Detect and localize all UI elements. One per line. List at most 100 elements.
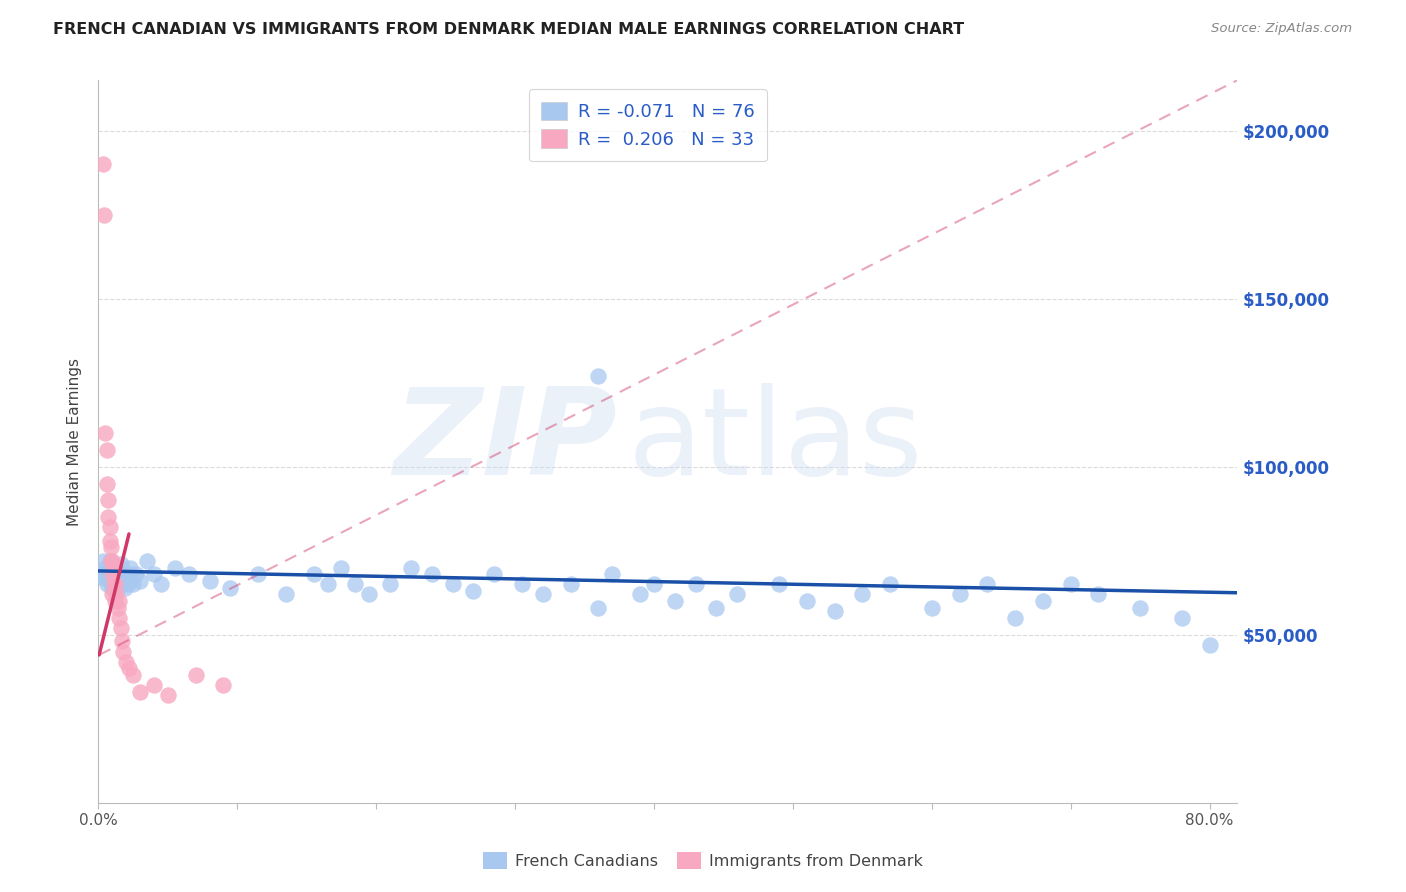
Point — [163, 560, 186, 574]
Point — [118, 661, 141, 675]
Point — [100, 554, 122, 568]
Point — [118, 567, 141, 582]
Point — [101, 554, 124, 568]
Point — [94, 560, 117, 574]
Point — [600, 567, 623, 582]
Point — [879, 577, 901, 591]
Point — [111, 634, 134, 648]
Point — [110, 621, 132, 635]
Point — [91, 157, 114, 171]
Point — [1170, 611, 1192, 625]
Point — [1129, 600, 1152, 615]
Point — [643, 577, 665, 591]
Point — [129, 685, 152, 699]
Point — [101, 581, 124, 595]
Point — [105, 567, 128, 582]
Point — [212, 678, 235, 692]
Point — [184, 668, 207, 682]
Point — [628, 587, 651, 601]
Legend: R = -0.071   N = 76, R =  0.206   N = 33: R = -0.071 N = 76, R = 0.206 N = 33 — [529, 89, 766, 161]
Point — [98, 520, 121, 534]
Point — [112, 644, 135, 658]
Point — [378, 577, 401, 591]
Point — [316, 577, 339, 591]
Point — [103, 560, 125, 574]
Point — [122, 668, 145, 682]
Text: FRENCH CANADIAN VS IMMIGRANTS FROM DENMARK MEDIAN MALE EARNINGS CORRELATION CHAR: FRENCH CANADIAN VS IMMIGRANTS FROM DENMA… — [53, 22, 965, 37]
Point — [344, 577, 367, 591]
Point — [110, 558, 132, 572]
Text: atlas: atlas — [628, 383, 924, 500]
Point — [156, 688, 179, 702]
Point — [143, 678, 166, 692]
Point — [107, 581, 129, 595]
Point — [108, 611, 131, 625]
Legend: French Canadians, Immigrants from Denmark: French Canadians, Immigrants from Denmar… — [477, 846, 929, 875]
Point — [103, 577, 125, 591]
Y-axis label: Median Male Earnings: Median Male Earnings — [67, 358, 83, 525]
Point — [98, 554, 121, 568]
Point — [100, 577, 122, 591]
Point — [1087, 587, 1109, 601]
Point — [94, 426, 117, 441]
Point — [420, 567, 443, 582]
Point — [177, 567, 200, 582]
Point — [91, 554, 114, 568]
Point — [110, 574, 132, 588]
Point — [768, 577, 790, 591]
Point — [302, 567, 325, 582]
Point — [219, 581, 242, 595]
Point — [921, 600, 943, 615]
Point — [107, 600, 129, 615]
Point — [115, 571, 138, 585]
Point — [100, 560, 122, 574]
Point — [725, 587, 748, 601]
Point — [105, 587, 128, 601]
Point — [560, 577, 582, 591]
Point — [198, 574, 221, 588]
Point — [143, 567, 166, 582]
Point — [100, 541, 122, 555]
Text: Source: ZipAtlas.com: Source: ZipAtlas.com — [1212, 22, 1353, 36]
Point — [685, 577, 707, 591]
Point — [101, 567, 124, 582]
Point — [112, 567, 135, 582]
Point — [948, 587, 970, 601]
Point — [125, 567, 148, 582]
Point — [104, 594, 127, 608]
Point — [120, 560, 142, 574]
Point — [93, 208, 115, 222]
Text: ZIP: ZIP — [392, 383, 617, 500]
Point — [706, 600, 728, 615]
Point — [103, 574, 125, 588]
Point — [664, 594, 686, 608]
Point — [588, 369, 610, 384]
Point — [976, 577, 998, 591]
Point — [247, 567, 270, 582]
Point — [1004, 611, 1026, 625]
Point — [101, 567, 124, 582]
Point — [588, 600, 610, 615]
Point — [97, 493, 120, 508]
Point — [98, 574, 121, 588]
Point — [463, 584, 485, 599]
Point — [531, 587, 554, 601]
Point — [111, 577, 134, 591]
Point — [98, 533, 121, 548]
Point — [108, 594, 131, 608]
Point — [484, 567, 506, 582]
Point — [510, 577, 533, 591]
Point — [96, 442, 118, 457]
Point — [824, 604, 846, 618]
Point — [104, 577, 127, 591]
Point — [114, 581, 136, 595]
Point — [101, 587, 124, 601]
Point — [796, 594, 818, 608]
Point — [274, 587, 297, 601]
Point — [1059, 577, 1081, 591]
Point — [1032, 594, 1054, 608]
Point — [93, 571, 115, 585]
Point — [1198, 638, 1220, 652]
Point — [97, 567, 120, 582]
Point — [136, 554, 159, 568]
